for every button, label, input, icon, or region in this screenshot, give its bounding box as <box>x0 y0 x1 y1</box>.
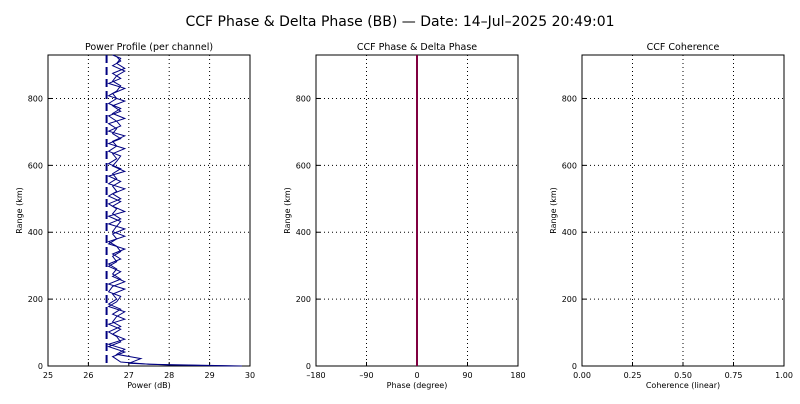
plot-frame <box>581 54 785 367</box>
y-tick-label: 600 <box>28 161 43 170</box>
x-axis-label: Power (dB) <box>127 381 171 390</box>
coherence-panel: CCF Coherence 0.00 0.25 0.50 0.75 1.00 0 200 400… <box>549 42 793 390</box>
panel-title: CCF Phase & Delta Phase <box>357 42 477 53</box>
y-tick-label: 800 <box>296 94 311 103</box>
y-tick-label: 400 <box>28 228 43 237</box>
y-tick-label: 200 <box>562 295 577 304</box>
x-tick-label: 0.00 <box>573 371 591 380</box>
y-tick-label: 0 <box>38 362 43 371</box>
power-series-line <box>106 54 234 367</box>
x-tick-label: 1.00 <box>775 371 793 380</box>
x-tick-label: 28 <box>164 371 174 380</box>
y-tick-label: 800 <box>28 94 43 103</box>
y-tick-label: 0 <box>306 362 311 371</box>
x-axis-label: Phase (degree) <box>387 381 448 390</box>
y-axis-label: Range (km) <box>15 187 24 234</box>
x-tick-label: 27 <box>124 371 134 380</box>
x-tick-label: 0.50 <box>674 371 692 380</box>
x-tick-label: 0.75 <box>725 371 743 380</box>
power-series-line <box>107 56 242 367</box>
x-tick-label: –90 <box>359 371 373 380</box>
y-tick-label: 200 <box>296 295 311 304</box>
x-tick-label: 25 <box>43 371 53 380</box>
x-tick-label: 90 <box>462 371 472 380</box>
panel-title: Power Profile (per channel) <box>85 42 213 53</box>
y-tick-label: 600 <box>296 161 311 170</box>
x-tick-label: –180 <box>306 371 325 380</box>
y-tick-label: 400 <box>296 228 311 237</box>
x-tick-label: 180 <box>510 371 525 380</box>
x-axis-label: Coherence (linear) <box>646 381 720 390</box>
y-tick-label: 600 <box>562 161 577 170</box>
plot-frame <box>47 54 251 367</box>
x-tick-label: 26 <box>83 371 93 380</box>
x-tick-label: 0.25 <box>624 371 642 380</box>
x-tick-label: 29 <box>205 371 215 380</box>
y-tick-label: 400 <box>562 228 577 237</box>
x-tick-label: 0 <box>414 371 419 380</box>
y-tick-label: 800 <box>562 94 577 103</box>
y-axis-label: Range (km) <box>549 187 558 234</box>
power-profile-panel: Power Profile (per channel) 25 26 27 28 29 30 0… <box>15 42 255 390</box>
y-axis-label: Range (km) <box>283 187 292 234</box>
y-tick-label: 0 <box>572 362 577 371</box>
figure-title: CCF Phase & Delta Phase (BB) — Date: 14–… <box>185 14 614 30</box>
phase-panel: CCF Phase & Delta Phase –180 –90 0 90 180 0 200… <box>283 42 526 390</box>
panel-title: CCF Coherence <box>647 42 720 53</box>
x-tick-label: 30 <box>245 371 255 380</box>
y-tick-label: 200 <box>28 295 43 304</box>
